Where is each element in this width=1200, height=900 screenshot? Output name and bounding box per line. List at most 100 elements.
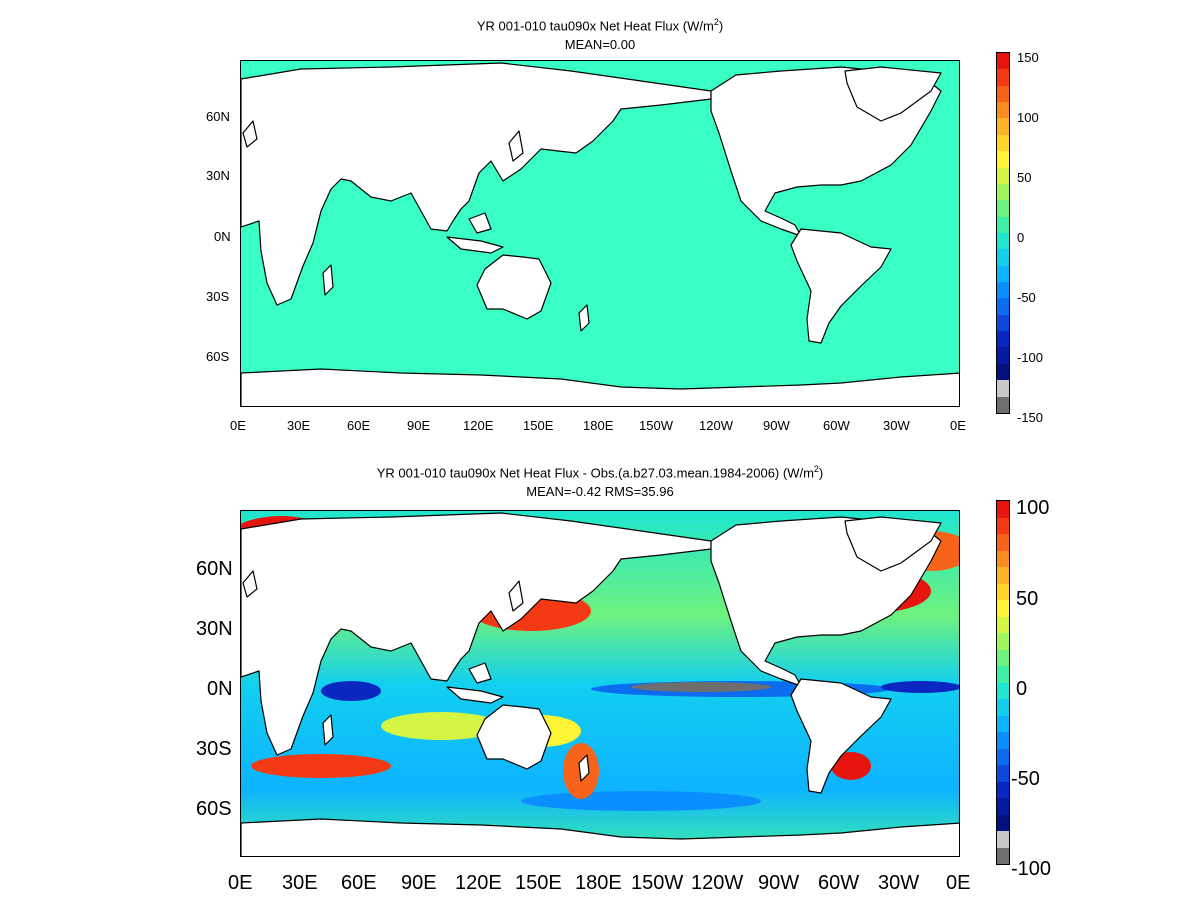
top-map bbox=[240, 60, 960, 407]
bottom-lon-label: 90W bbox=[758, 872, 800, 894]
bottom-colorbar-label: -100 bbox=[1011, 858, 1052, 880]
colorbar-swatch bbox=[997, 748, 1009, 765]
top-lat-label: 60N bbox=[206, 109, 230, 124]
colorbar-swatch bbox=[997, 167, 1009, 184]
colorbar-swatch bbox=[997, 732, 1009, 749]
bottom-lon-label: 0E bbox=[946, 872, 971, 894]
colorbar-swatch bbox=[997, 534, 1009, 551]
colorbar-swatch bbox=[997, 331, 1009, 348]
colorbar-swatch bbox=[997, 501, 1009, 518]
colorbar-swatch bbox=[997, 682, 1009, 699]
colorbar-swatch bbox=[997, 282, 1009, 299]
colorbar-swatch bbox=[997, 847, 1009, 864]
colorbar-swatch bbox=[997, 314, 1009, 332]
top-colorbar-label: 150 bbox=[1017, 50, 1039, 65]
top-lon-label: 150E bbox=[523, 418, 554, 433]
colorbar-swatch bbox=[997, 232, 1009, 250]
bottom-lat-label: 60N bbox=[196, 558, 233, 580]
bottom-lon-label: 150W bbox=[631, 872, 684, 894]
colorbar-swatch bbox=[997, 798, 1009, 815]
top-lon-label: 60E bbox=[347, 418, 371, 433]
bottom-colorbar-label: 50 bbox=[1016, 588, 1039, 610]
colorbar-swatch bbox=[997, 616, 1009, 633]
colorbar-swatch bbox=[997, 69, 1009, 86]
colorbar-swatch bbox=[997, 814, 1009, 831]
bottom-lon-label: 0E bbox=[228, 872, 253, 894]
colorbar-swatch bbox=[997, 715, 1009, 732]
top-lon-label: 0E bbox=[950, 418, 966, 433]
colorbar-swatch bbox=[997, 151, 1009, 168]
top-lon-label: 60W bbox=[823, 418, 850, 433]
colorbar-swatch bbox=[997, 298, 1009, 315]
top-lat-label: 60S bbox=[206, 349, 230, 364]
colorbar-swatch bbox=[997, 265, 1009, 283]
bottom-colorbar-label: -50 bbox=[1011, 768, 1040, 790]
top-lon-label: 90E bbox=[407, 418, 431, 433]
colorbar-swatch bbox=[997, 216, 1009, 233]
colorbar-swatch bbox=[997, 699, 1009, 716]
top-subtitle: MEAN=0.00 bbox=[564, 37, 636, 52]
colorbar-swatch bbox=[997, 200, 1009, 217]
top-lon-label: 30W bbox=[883, 418, 910, 433]
bottom-lon-label: 180E bbox=[575, 872, 622, 894]
top-colorbar-label: 100 bbox=[1017, 110, 1039, 125]
colorbar-swatch bbox=[997, 396, 1009, 413]
top-lat-label: 30N bbox=[206, 168, 230, 183]
colorbar-swatch bbox=[997, 249, 1009, 266]
colorbar-swatch bbox=[997, 102, 1009, 119]
top-lon-label: 0E bbox=[230, 418, 246, 433]
colorbar-swatch bbox=[997, 765, 1009, 782]
top-lon-label: 30E bbox=[287, 418, 311, 433]
top-colorbar-label: 0 bbox=[1017, 230, 1025, 245]
bottom-map bbox=[240, 510, 960, 857]
colorbar-swatch bbox=[997, 666, 1009, 683]
top-lon-label: 180E bbox=[583, 418, 614, 433]
top-colorbar-label: -50 bbox=[1017, 290, 1036, 305]
bottom-lon-label: 120W bbox=[691, 872, 744, 894]
colorbar-swatch bbox=[997, 600, 1009, 617]
top-colorbar bbox=[996, 52, 1010, 414]
bottom-lat-label: 30N bbox=[196, 618, 233, 640]
colorbar-swatch bbox=[997, 633, 1009, 650]
bottom-colorbar bbox=[996, 500, 1010, 865]
colorbar-swatch bbox=[997, 134, 1009, 152]
top-lon-label: 120E bbox=[463, 418, 494, 433]
bottom-lon-label: 90E bbox=[401, 872, 437, 894]
colorbar-swatch bbox=[997, 649, 1009, 666]
bottom-colorbar-label: 0 bbox=[1016, 678, 1028, 700]
top-colorbar-label: 50 bbox=[1017, 170, 1032, 185]
bottom-lat-label: 0N bbox=[207, 678, 233, 700]
colorbar-swatch bbox=[997, 85, 1009, 103]
bottom-title: YR 001-010 tau090x Net Heat Flux - Obs.(… bbox=[376, 464, 824, 481]
top-colorbar-label: -150 bbox=[1017, 410, 1044, 425]
bottom-lat-label: 30S bbox=[196, 738, 232, 760]
bottom-lon-label: 60W bbox=[818, 872, 860, 894]
colorbar-swatch bbox=[997, 781, 1009, 798]
colorbar-swatch bbox=[997, 550, 1009, 567]
top-lon-label: 150W bbox=[639, 418, 673, 433]
top-lat-label: 30S bbox=[206, 289, 230, 304]
top-lon-label: 120W bbox=[699, 418, 733, 433]
bottom-lon-label: 30E bbox=[282, 872, 318, 894]
colorbar-swatch bbox=[997, 118, 1009, 135]
top-title: YR 001-010 tau090x Net Heat Flux (W/m2) bbox=[476, 17, 724, 34]
colorbar-swatch bbox=[997, 363, 1009, 381]
colorbar-swatch bbox=[997, 347, 1009, 364]
colorbar-swatch bbox=[997, 53, 1009, 70]
colorbar-swatch bbox=[997, 831, 1009, 848]
bottom-lon-label: 120E bbox=[455, 872, 502, 894]
colorbar-swatch bbox=[997, 380, 1009, 397]
bottom-colorbar-label: 100 bbox=[1016, 497, 1050, 519]
bottom-lon-label: 30W bbox=[878, 872, 920, 894]
top-lat-label: 0N bbox=[214, 229, 231, 244]
bottom-lat-label: 60S bbox=[196, 798, 232, 820]
colorbar-swatch bbox=[997, 567, 1009, 584]
colorbar-swatch bbox=[997, 583, 1009, 600]
top-lon-label: 90W bbox=[763, 418, 790, 433]
bottom-lon-label: 60E bbox=[341, 872, 377, 894]
bottom-subtitle: MEAN=-0.42 RMS=35.96 bbox=[526, 484, 674, 499]
colorbar-swatch bbox=[997, 183, 1009, 201]
top-colorbar-label: -100 bbox=[1017, 350, 1044, 365]
bottom-lon-label: 150E bbox=[515, 872, 562, 894]
colorbar-swatch bbox=[997, 517, 1009, 534]
